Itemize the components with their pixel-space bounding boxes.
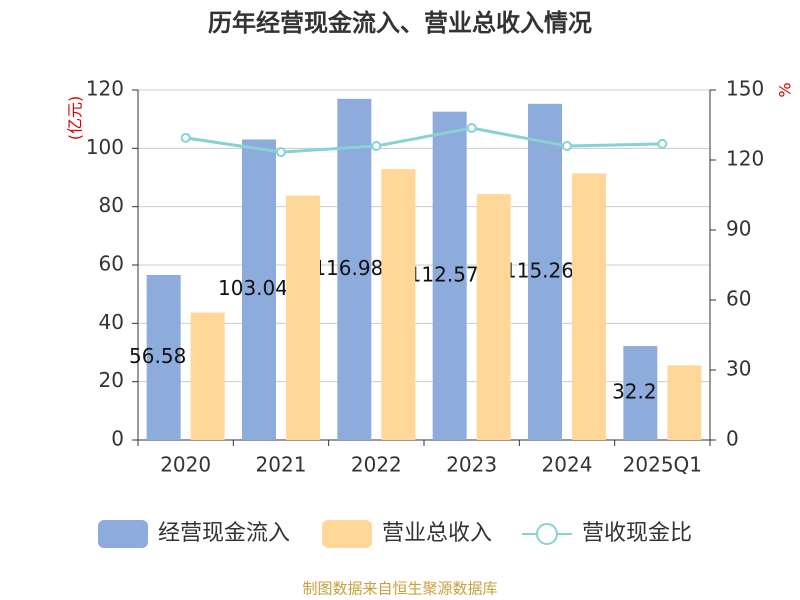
bar <box>190 312 225 440</box>
y-tick-label: 100 <box>86 135 124 159</box>
x-tick-label: 2021 <box>256 453 307 477</box>
data-label: 56.58 <box>129 344 186 368</box>
y2-tick-label: 30 <box>726 357 751 381</box>
data-label: 32.2 <box>612 380 657 404</box>
y-tick-label: 0 <box>111 427 124 451</box>
bar <box>242 139 276 440</box>
bar <box>146 274 181 440</box>
data-label: 103.04 <box>218 276 288 300</box>
x-tick-label: 2023 <box>446 453 497 477</box>
y2-axis-label: % <box>776 82 795 97</box>
bar <box>286 195 320 440</box>
bar <box>381 169 416 440</box>
chart-title: 历年经营现金流入、营业总收入情况 <box>208 9 592 37</box>
y2-tick-label: 150 <box>726 77 764 101</box>
line-point <box>657 138 668 149</box>
bar <box>528 103 562 440</box>
source-note: 制图数据来自恒生聚源数据库 <box>302 580 497 598</box>
line-point <box>466 123 477 134</box>
y2-tick-label: 90 <box>726 217 751 241</box>
y2-tick-label: 120 <box>726 147 764 171</box>
bar <box>432 111 467 440</box>
bar <box>572 173 606 440</box>
line-point <box>180 132 191 143</box>
bar <box>623 346 658 440</box>
data-label: 112.57 <box>409 262 479 286</box>
y2-tick-label: 60 <box>726 287 751 311</box>
bar <box>476 194 511 440</box>
legend-label: 营收现金比 <box>582 521 692 546</box>
legend-swatch <box>322 520 372 548</box>
y-tick-label: 40 <box>99 310 124 334</box>
data-label: 116.98 <box>313 256 383 280</box>
bar <box>337 98 372 440</box>
y-tick-label: 80 <box>99 193 124 217</box>
data-label: 115.26 <box>504 258 574 282</box>
x-tick-label: 2024 <box>542 453 593 477</box>
y2-tick-label: 0 <box>726 427 739 451</box>
y-tick-label: 120 <box>86 77 124 101</box>
y-tick-label: 20 <box>99 368 124 392</box>
line-point <box>371 141 382 151</box>
legend-swatch <box>98 520 148 548</box>
legend-label: 营业总收入 <box>382 521 492 546</box>
y-tick-label: 60 <box>99 252 124 276</box>
line-point <box>276 147 286 158</box>
legend-swatch <box>536 523 558 545</box>
line-point <box>562 141 572 151</box>
bar <box>667 365 702 440</box>
y-axis-label: (亿元) <box>66 96 85 141</box>
x-tick-label: 2025Q1 <box>623 453 702 477</box>
legend-label: 经营现金流入 <box>158 521 290 546</box>
line <box>185 126 663 154</box>
x-tick-label: 2020 <box>160 453 211 477</box>
x-tick-label: 2022 <box>351 453 402 477</box>
